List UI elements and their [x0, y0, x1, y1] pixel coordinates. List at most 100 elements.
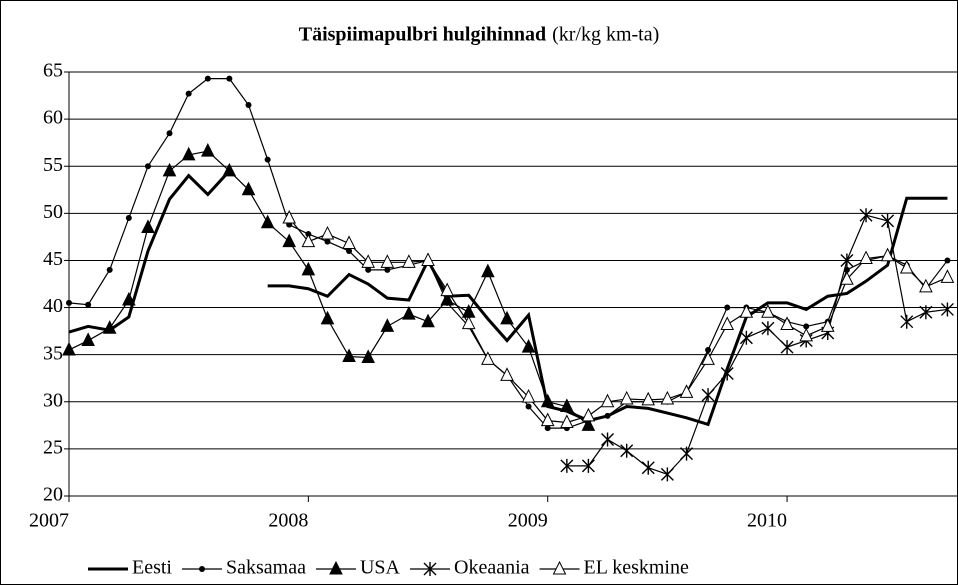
point: [560, 398, 574, 412]
point: [679, 384, 694, 398]
point: [282, 209, 297, 224]
point: [705, 346, 712, 353]
point: [66, 299, 72, 306]
point: [560, 458, 574, 473]
point: [500, 310, 514, 325]
legend-label: Saksamaa: [226, 557, 306, 579]
point: [320, 310, 335, 325]
point: [604, 412, 611, 419]
point: [81, 332, 95, 347]
legend-marker-shape: [199, 566, 205, 572]
point: [761, 304, 775, 318]
legend-marker: [329, 560, 343, 575]
point: [859, 208, 873, 223]
point: [780, 316, 794, 331]
point: [440, 282, 454, 297]
point: [226, 75, 233, 82]
point: [525, 403, 532, 410]
point: [899, 259, 914, 274]
x-tick-label: 2009: [508, 510, 548, 532]
y-tick-label: 40: [43, 295, 63, 317]
point: [540, 412, 555, 427]
point: [940, 269, 955, 283]
point: [166, 130, 173, 137]
point: [581, 417, 596, 431]
y-tick-label: 20: [43, 484, 63, 506]
series-line: [288, 217, 948, 424]
point: [421, 313, 435, 328]
point: [601, 432, 615, 447]
point: [201, 143, 215, 157]
point: [342, 348, 356, 363]
point: [540, 393, 555, 408]
point: [581, 458, 595, 473]
point: [440, 291, 454, 306]
point: [701, 351, 715, 365]
point: [380, 318, 395, 332]
point: [581, 407, 596, 422]
point: [62, 341, 76, 356]
point: [125, 215, 132, 222]
point: [880, 247, 895, 262]
point: [919, 278, 933, 293]
point: [282, 233, 297, 248]
point: [260, 214, 275, 229]
point: [641, 460, 655, 475]
point: [944, 257, 951, 264]
point: [301, 261, 316, 276]
y-tick-label: 55: [43, 154, 63, 176]
point: [724, 304, 731, 311]
point: [222, 162, 237, 177]
point: [402, 254, 416, 268]
point: [342, 235, 356, 249]
legend-label: Eesti: [132, 557, 172, 579]
legend-label: Okeaania: [454, 557, 530, 579]
point: [799, 327, 814, 342]
point: [803, 323, 810, 330]
point: [619, 390, 634, 405]
y-tick-label: 35: [43, 342, 63, 364]
point: [500, 367, 514, 381]
point: [780, 340, 794, 355]
point: [461, 315, 476, 330]
point: [739, 304, 754, 318]
point: [421, 252, 435, 266]
point: [365, 266, 372, 273]
point: [320, 225, 335, 240]
chart-title-unit: (kr/kg km-ta): [552, 24, 659, 46]
legend-label: EL keskmine: [584, 557, 689, 579]
point: [660, 467, 674, 482]
legend-marker-shape: [423, 562, 437, 576]
point: [85, 301, 92, 308]
point: [820, 318, 835, 332]
y-tick-label: 60: [43, 107, 63, 129]
point: [204, 75, 211, 82]
point: [919, 305, 933, 320]
point: [162, 162, 177, 177]
y-tick-label: 65: [43, 60, 63, 82]
legend-marker-shape: [552, 560, 567, 575]
point: [380, 254, 395, 268]
point: [361, 254, 376, 268]
point: [402, 306, 416, 320]
legend-marker: [552, 560, 567, 575]
legend-marker: [199, 566, 205, 572]
point: [521, 339, 536, 353]
point: [560, 414, 574, 429]
point: [620, 443, 634, 458]
point: [141, 219, 155, 233]
point: [680, 446, 694, 461]
x-tick-label: 2008: [268, 510, 308, 532]
point: [481, 263, 495, 278]
point: [106, 266, 113, 273]
point: [384, 266, 391, 273]
y-tick-label: 30: [43, 389, 63, 411]
x-tick-label: 2010: [747, 510, 787, 532]
point: [102, 320, 117, 334]
point: [660, 390, 675, 405]
point: [840, 271, 854, 285]
point: [641, 391, 656, 406]
point: [241, 181, 256, 196]
